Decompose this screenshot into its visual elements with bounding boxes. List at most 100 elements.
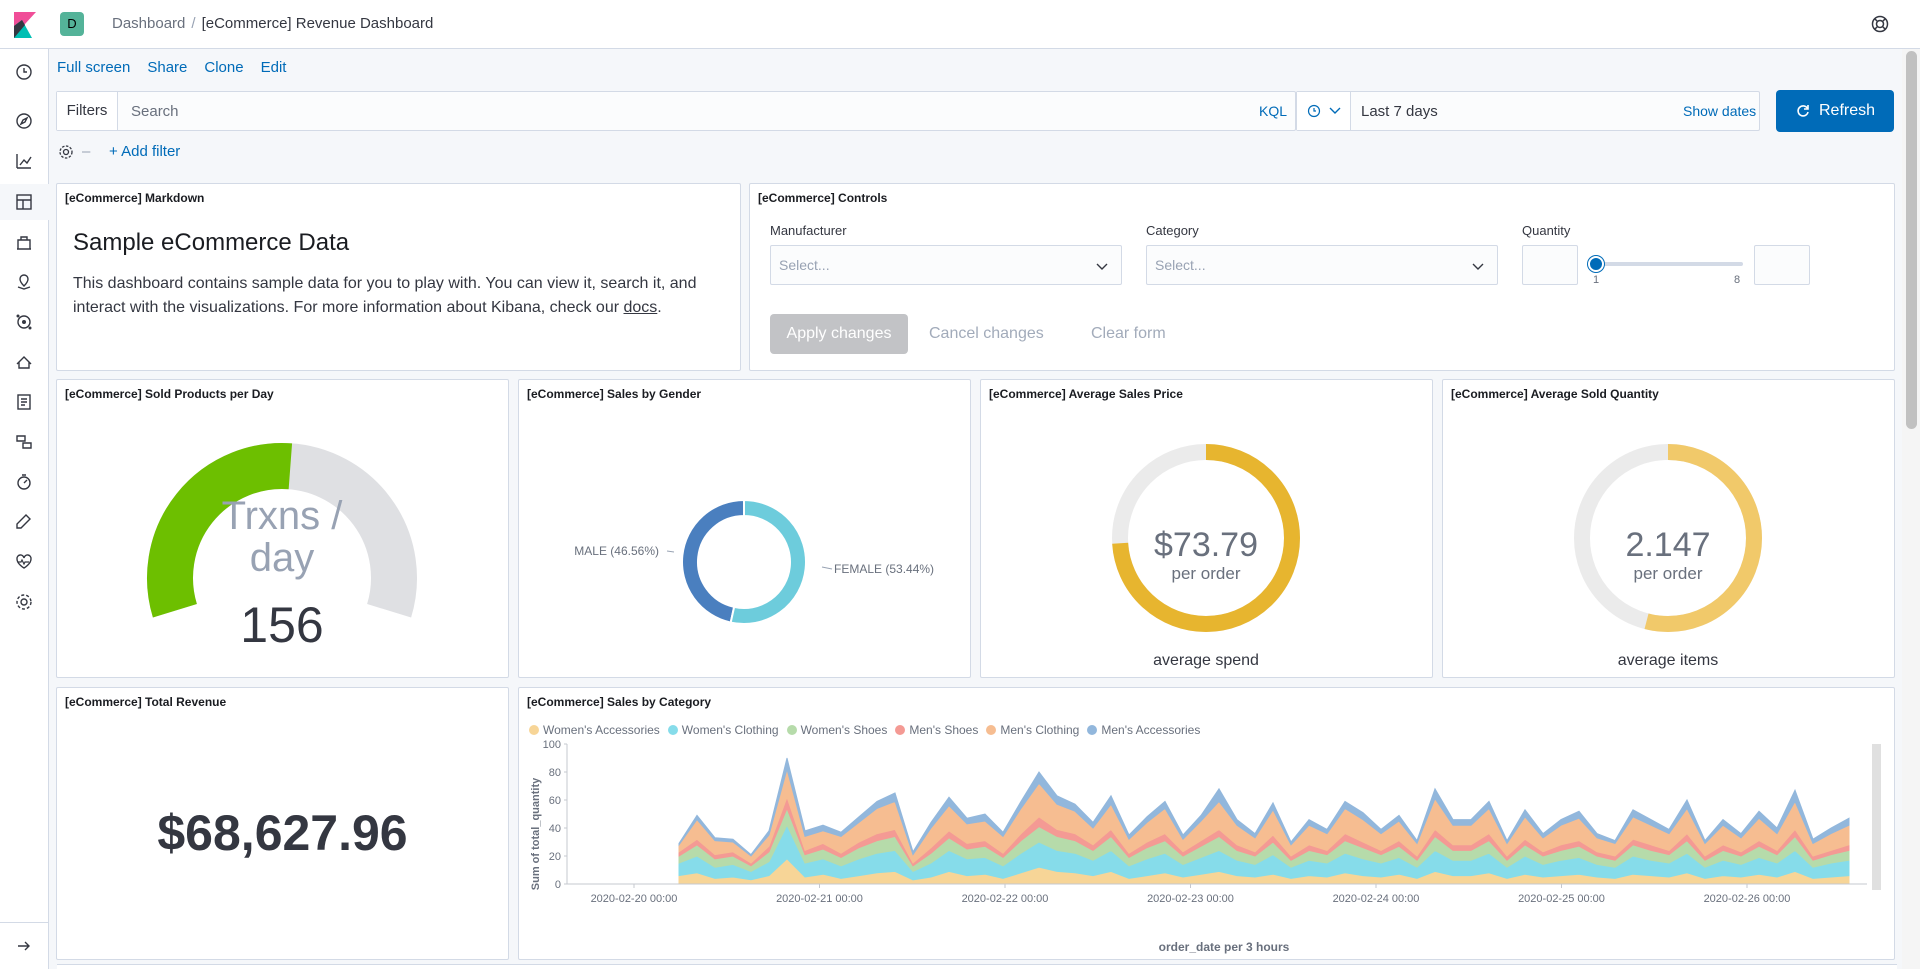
legend-label: Men's Accessories [1101,723,1201,737]
x-axis-title: order_date per 3 hours [1159,940,1290,954]
chevron-down-icon [1472,263,1484,270]
breadcrumb-current: [eCommerce] Revenue Dashboard [201,15,434,32]
help-icon[interactable] [1870,14,1890,34]
gear-icon[interactable] [57,143,75,161]
y-tick-label: 100 [543,739,561,751]
legend-item[interactable]: Men's Shoes [895,723,978,737]
legend-item[interactable]: Men's Accessories [1087,723,1200,737]
infrastructure-icon[interactable] [14,352,34,372]
quantity-min-input[interactable] [1522,245,1578,285]
refresh-label: Refresh [1819,102,1876,119]
maps-icon[interactable] [14,272,34,292]
markdown-heading: Sample eCommerce Data [73,229,350,256]
chart-areas [678,757,1850,885]
manufacturer-placeholder: Select... [779,257,830,273]
clear-form-button[interactable]: Clear form [1091,325,1166,342]
dashboard-content: Full screen Share Clone Edit Filters KQL La… [49,49,1902,969]
manufacturer-select[interactable]: Select... [770,245,1122,285]
legend-label: Men's Shoes [909,723,979,737]
quick-select-button[interactable] [1297,92,1351,130]
canvas-icon[interactable] [14,232,34,252]
legend-item[interactable]: Women's Clothing [667,723,779,737]
x-tick-label: 2020-02-23 00:00 [1147,893,1234,905]
docs-link[interactable]: docs [623,299,658,316]
nav-collapse[interactable] [0,922,49,969]
legend-item[interactable]: Men's Clothing [986,723,1079,737]
clone-link[interactable]: Clone [204,59,244,76]
quantity-slider-handle[interactable] [1588,256,1604,272]
y-axis-title: Sum of total_quantity [530,777,542,890]
y-tick-label: 80 [549,767,561,779]
markdown-panel: [eCommerce] Markdown Sample eCommerce Da… [56,183,741,371]
quantity-max-input[interactable] [1754,245,1810,285]
avg-price-value: $73.79 [1154,526,1258,564]
avg-qty-caption: average items [1618,652,1719,669]
female-label: FEMALE (53.44%) [834,562,934,576]
kql-toggle[interactable]: KQL [1259,103,1288,119]
male-slice[interactable] [681,498,745,624]
monitoring-icon[interactable] [14,552,34,572]
breadcrumb-separator: / [191,15,196,32]
sales-by-category-panel: [eCommerce] Sales by Category Women's Ac… [518,687,1895,960]
quantity-slider-track[interactable] [1595,262,1743,266]
x-tick-label: 2020-02-21 00:00 [776,893,863,905]
arrow-right-icon[interactable] [16,938,32,954]
visualize-icon[interactable] [14,151,34,171]
refresh-button[interactable]: Refresh [1776,90,1894,132]
panel-title: [eCommerce] Controls [758,191,888,205]
legend-item[interactable]: Women's Accessories [529,723,660,737]
category-label: Category [1146,223,1199,238]
add-filter-button[interactable]: + Add filter [109,143,181,160]
edit-link[interactable]: Edit [260,59,287,76]
x-tick-label: 2020-02-20 00:00 [591,893,678,905]
x-tick-label: 2020-02-25 00:00 [1518,893,1605,905]
filter-divider: – [82,143,91,160]
area-series[interactable] [678,757,1850,857]
clock-icon[interactable] [14,62,34,82]
chart-scrollbar[interactable] [1872,744,1881,890]
slider-min-tick: 1 [1593,274,1600,286]
calendar-clock-icon [1307,104,1321,118]
uptime-icon[interactable] [14,472,34,492]
page-scrollbar-thumb[interactable] [1906,51,1917,429]
y-axis: 0 20 40 60 80 100 [543,739,568,891]
space-avatar[interactable]: D [60,12,84,36]
gauge-value: 156 [240,597,323,653]
search-input[interactable] [119,92,1219,130]
legend-label: Women's Shoes [800,723,888,737]
avg-price-caption: average spend [1153,652,1259,669]
avg-qty-value: 2.147 [1625,526,1710,564]
side-nav [0,49,49,969]
slider-max-tick: 8 [1734,274,1741,286]
gauge-fill [147,443,293,618]
apm-icon[interactable] [14,432,34,452]
ml-icon[interactable] [14,312,34,332]
cancel-changes-button[interactable]: Cancel changes [929,325,1044,342]
dashboard-icon[interactable] [14,192,34,212]
page-scrollbar[interactable] [1902,49,1920,969]
category-select[interactable]: Select... [1146,245,1498,285]
female-slice[interactable] [729,498,807,625]
top-bar: D Dashboard / [eCommerce] Revenue Dashboar… [0,0,1920,49]
ring-fill [1574,444,1762,632]
panel-title: [eCommerce] Average Sold Quantity [1451,387,1659,401]
panel-title: [eCommerce] Sold Products per Day [65,387,274,401]
female-label-line [821,566,833,570]
full-screen-link[interactable]: Full screen [57,59,131,76]
kibana-logo-icon[interactable] [12,12,38,38]
dev-tools-icon[interactable] [14,512,34,532]
apply-changes-button[interactable]: Apply changes [770,314,908,354]
y-tick-label: 0 [555,879,561,891]
legend-color-dot [986,725,997,735]
date-range-label[interactable]: Last 7 days [1361,103,1438,120]
dashboard-top-nav: Full screen Share Clone Edit [57,59,303,76]
panel-title: [eCommerce] Markdown [65,191,205,205]
show-dates-link[interactable]: Show dates [1683,103,1757,119]
breadcrumb-dashboard[interactable]: Dashboard [112,15,186,32]
breadcrumb: Dashboard / [eCommerce] Revenue Dashboard [112,15,433,32]
legend-item[interactable]: Women's Shoes [786,723,888,737]
share-link[interactable]: Share [147,59,188,76]
logs-icon[interactable] [14,392,34,412]
compass-icon[interactable] [14,111,34,131]
management-icon[interactable] [14,592,34,612]
